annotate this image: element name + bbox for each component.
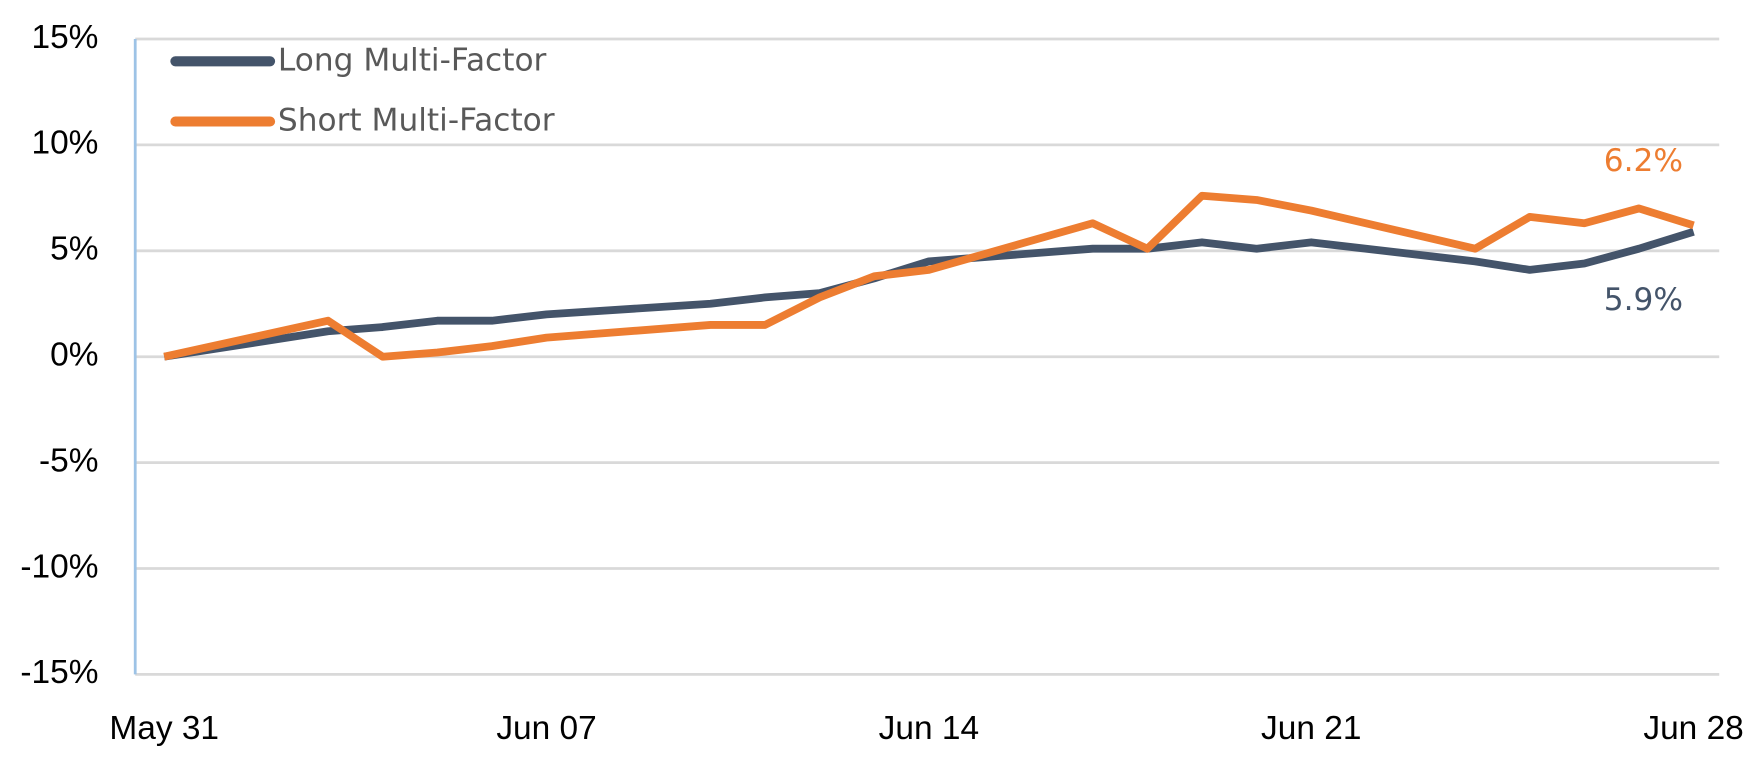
x-tick-label: Jun 14 [879,710,979,747]
x-tick-label: Jun 21 [1261,710,1361,747]
series-line [163,228,1695,361]
lines [163,191,1695,361]
x-tick-label: Jun 28 [1643,710,1743,747]
y-tick-label: -10% [20,548,98,585]
y-tick-label: 0% [50,337,98,374]
y-tick-label: 5% [50,231,98,268]
legend-label: Short Multi-Factor [278,103,555,139]
legend-label: Long Multi-Factor [278,42,547,78]
x-tick-label: May 31 [109,710,219,747]
y-tick-label: 10% [31,125,98,162]
value-label: 5.9% [1604,282,1683,318]
y-tick-label: 15% [31,19,98,56]
y-tick-label: -5% [39,442,98,479]
y-tick-label: -15% [20,654,98,691]
series-line [163,191,1695,361]
x-tick-label: Jun 07 [496,710,596,747]
value-label: 6.2% [1604,143,1683,179]
